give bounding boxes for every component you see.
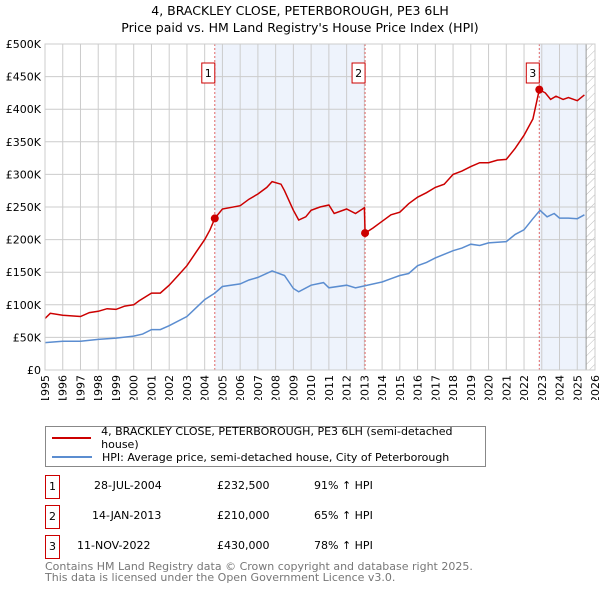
- sale-point: [535, 85, 544, 94]
- x-tick-label: 2016: [412, 375, 425, 400]
- x-tick-label: 2023: [536, 375, 549, 400]
- x-tick-label: 2020: [483, 375, 496, 400]
- legend-swatch-property: [52, 437, 92, 439]
- y-tick-label: £350K: [6, 136, 42, 149]
- sale-price: £232,500: [217, 479, 270, 492]
- sale-date: 11-NOV-2022: [77, 539, 151, 552]
- legend-item-property: 4, BRACKLEY CLOSE, PETERBOROUGH, PE3 6LH…: [52, 425, 485, 451]
- x-tick-label: 2018: [447, 375, 460, 400]
- y-tick-label: £0: [27, 364, 41, 377]
- hpi-line: [44, 209, 585, 344]
- x-tick-label: 2013: [358, 375, 371, 400]
- property-price-line: [44, 88, 585, 320]
- x-tick-label: 2021: [500, 375, 513, 400]
- sale-date: 14-JAN-2013: [92, 509, 162, 522]
- footer-licence: This data is licensed under the Open Gov…: [45, 571, 396, 584]
- x-tick-label: 2008: [270, 375, 283, 400]
- plot-border: [44, 43, 596, 371]
- table-row: 1 28-JUL-2004 £232,500 91% ↑ HPI: [45, 475, 545, 499]
- y-tick-label: £500K: [6, 38, 42, 51]
- x-tick-label: 1996: [57, 375, 70, 400]
- y-tick-label: £100K: [6, 299, 42, 312]
- x-tick-label: 2000: [128, 375, 141, 400]
- x-tick-label: 2017: [429, 375, 442, 400]
- x-tick-label: 2006: [234, 375, 247, 400]
- x-tick-label: 2002: [163, 375, 176, 400]
- x-tick-label: 2010: [305, 375, 318, 400]
- x-tick-label: 2025: [571, 375, 584, 400]
- y-tick-label: £400K: [6, 103, 42, 116]
- y-tick-label: £50K: [13, 331, 42, 344]
- sale-label-box: [525, 62, 540, 84]
- sale-price: £210,000: [217, 509, 270, 522]
- x-tick-label: 2014: [376, 375, 389, 400]
- footer-copyright: Contains HM Land Registry data © Crown c…: [45, 560, 473, 573]
- y-tick-label: £150K: [6, 266, 42, 279]
- sale-hpi-diff: 65% ↑ HPI: [314, 509, 373, 522]
- sale-point: [210, 214, 219, 223]
- chart-subtitle: Price paid vs. HM Land Registry's House …: [121, 20, 479, 35]
- x-tick-label: 2022: [518, 375, 531, 400]
- table-row: 2 14-JAN-2013 £210,000 65% ↑ HPI: [45, 505, 545, 529]
- x-tick-label: 1995: [39, 375, 52, 400]
- x-tick-label: 1999: [110, 375, 123, 400]
- sale-hpi-diff: 91% ↑ HPI: [314, 479, 373, 492]
- x-tick-label: 1998: [92, 375, 105, 400]
- legend: 4, BRACKLEY CLOSE, PETERBOROUGH, PE3 6LH…: [45, 425, 486, 467]
- y-tick-label: £250K: [6, 201, 42, 214]
- table-row: 3 11-NOV-2022 £430,000 78% ↑ HPI: [45, 535, 545, 559]
- chart-title: 4, BRACKLEY CLOSE, PETERBOROUGH, PE3 6LH: [151, 3, 449, 18]
- x-tick-label: 2012: [341, 375, 354, 400]
- plot-area: 1995 1996 1997 1998 1999 2000 2001 2002 2003 2004…: [6, 38, 600, 400]
- sale-label: 1: [205, 67, 212, 80]
- sale-marker-badge: 3: [45, 535, 60, 559]
- x-tick-label: 2003: [181, 375, 194, 400]
- y-tick-label: £300K: [6, 168, 42, 181]
- y-tick-label: £450K: [6, 71, 42, 84]
- sale-label: 2: [355, 67, 362, 80]
- x-tick-label: 1997: [74, 375, 87, 400]
- x-tick-label: 2024: [554, 375, 567, 400]
- sale-hpi-diff: 78% ↑ HPI: [314, 539, 373, 552]
- sale-marker-badge: 1: [45, 475, 60, 499]
- legend-label-hpi: HPI: Average price, semi-detached house,…: [102, 450, 450, 464]
- sale-marker-badge: 2: [45, 505, 60, 529]
- x-tick-label: 2026: [589, 375, 600, 400]
- x-tick-label: 2001: [145, 375, 158, 400]
- y-tick-label: £200K: [6, 234, 42, 247]
- x-tick-label: 2011: [323, 375, 336, 400]
- legend-label-property: 4, BRACKLEY CLOSE, PETERBOROUGH, PE3 6LH…: [101, 425, 453, 451]
- x-tick-label: 2007: [252, 375, 265, 400]
- legend-item-hpi: HPI: Average price, semi-detached house,…: [52, 449, 449, 465]
- sale-price: £430,000: [217, 539, 270, 552]
- x-tick-label: 2005: [216, 375, 229, 400]
- x-tick-label: 2004: [199, 375, 212, 400]
- sale-label-box: [351, 62, 366, 84]
- x-tick-label: 2015: [394, 375, 407, 400]
- x-tick-label: 2009: [287, 375, 300, 400]
- x-tick-label: 2019: [465, 375, 478, 400]
- legend-swatch-hpi: [52, 456, 92, 458]
- sale-label-box: [201, 62, 216, 84]
- sale-date: 28-JUL-2004: [94, 479, 162, 492]
- sale-point: [361, 229, 370, 238]
- sale-label: 3: [529, 67, 536, 80]
